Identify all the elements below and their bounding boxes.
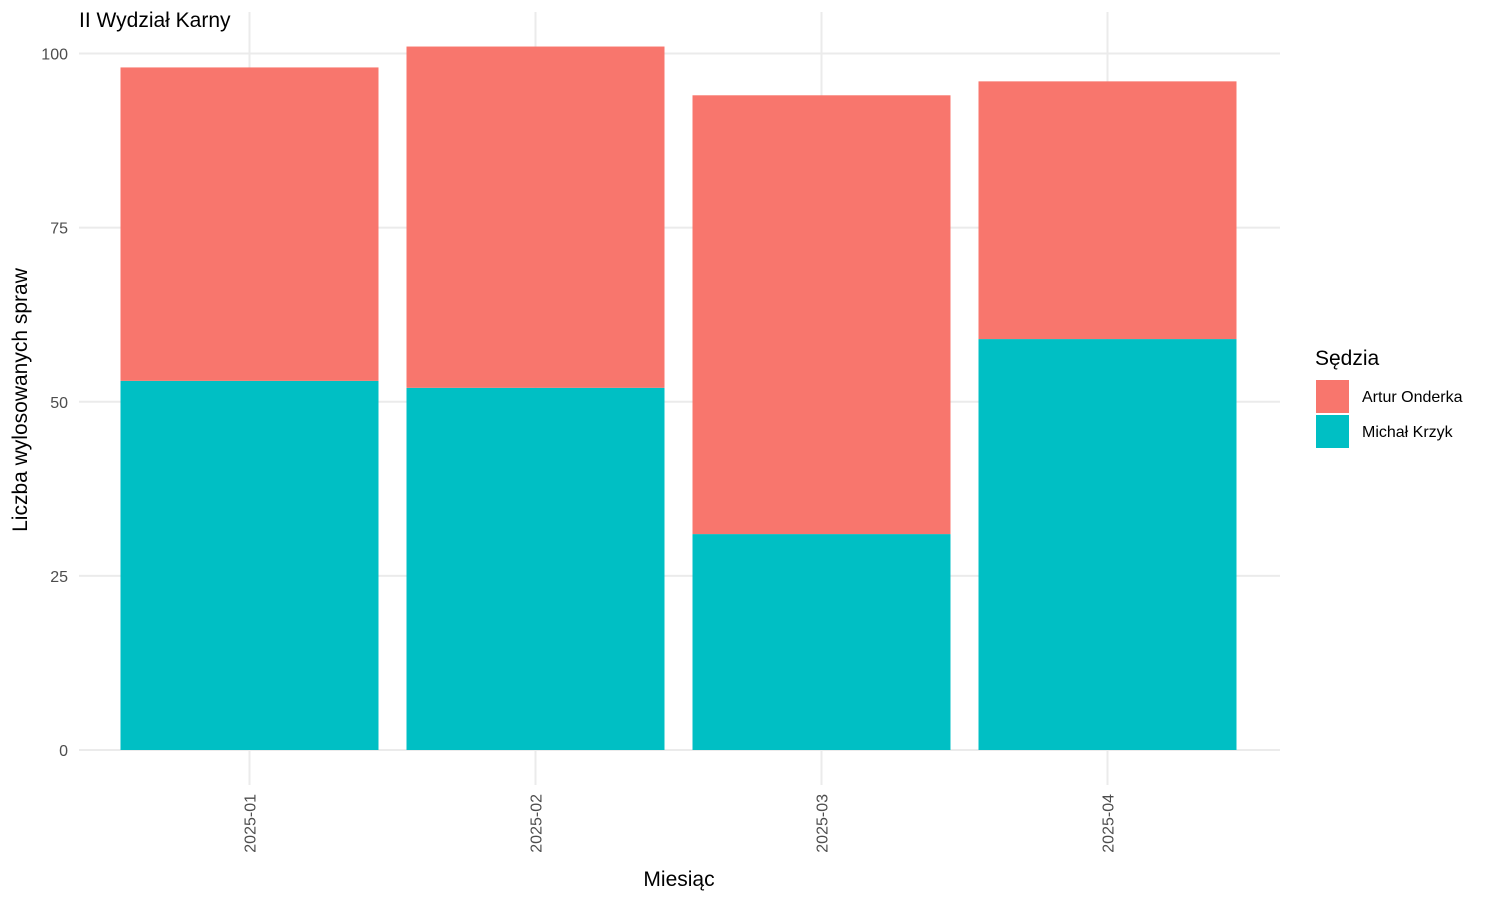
y-tick-label: 50 (50, 395, 68, 412)
y-tick-label: 100 (41, 47, 68, 64)
y-tick-label: 75 (50, 221, 68, 238)
x-axis-ticks: 2025-01 2025-02 2025-03 2025-04 (243, 794, 1118, 853)
bars-layer (120, 46, 1237, 750)
legend-label: Artur Onderka (1362, 389, 1463, 406)
x-tick-label: 2025-01 (243, 794, 260, 853)
x-tick-label: 2025-03 (815, 794, 832, 853)
bar-segment (978, 339, 1237, 750)
legend-label: Michał Krzyk (1362, 424, 1454, 441)
x-tick-label: 2025-04 (1101, 794, 1118, 853)
bar-segment (120, 67, 379, 381)
legend-title: Sędzia (1315, 347, 1380, 370)
bar-segment (406, 387, 665, 750)
y-tick-label: 0 (59, 743, 68, 760)
y-axis-title: Liczba wylosowanych spraw (9, 267, 32, 532)
x-axis-title: Miesiąc (643, 868, 714, 891)
bar-segment (120, 380, 379, 750)
y-tick-label: 25 (50, 569, 68, 586)
legend-swatch (1316, 380, 1349, 413)
bar-segment (978, 81, 1237, 340)
y-axis-ticks: 0 25 50 75 100 (41, 47, 68, 761)
bar-segment (692, 534, 951, 750)
chart-title: II Wydział Karny (79, 9, 231, 32)
legend-items: Artur Onderka Michał Krzyk (1316, 380, 1463, 448)
x-tick-label: 2025-02 (529, 794, 546, 853)
legend-swatch (1316, 415, 1349, 448)
bar-segment (692, 95, 951, 535)
legend: Sędzia Artur Onderka Michał Krzyk (1315, 347, 1463, 448)
bar-segment (406, 46, 665, 388)
